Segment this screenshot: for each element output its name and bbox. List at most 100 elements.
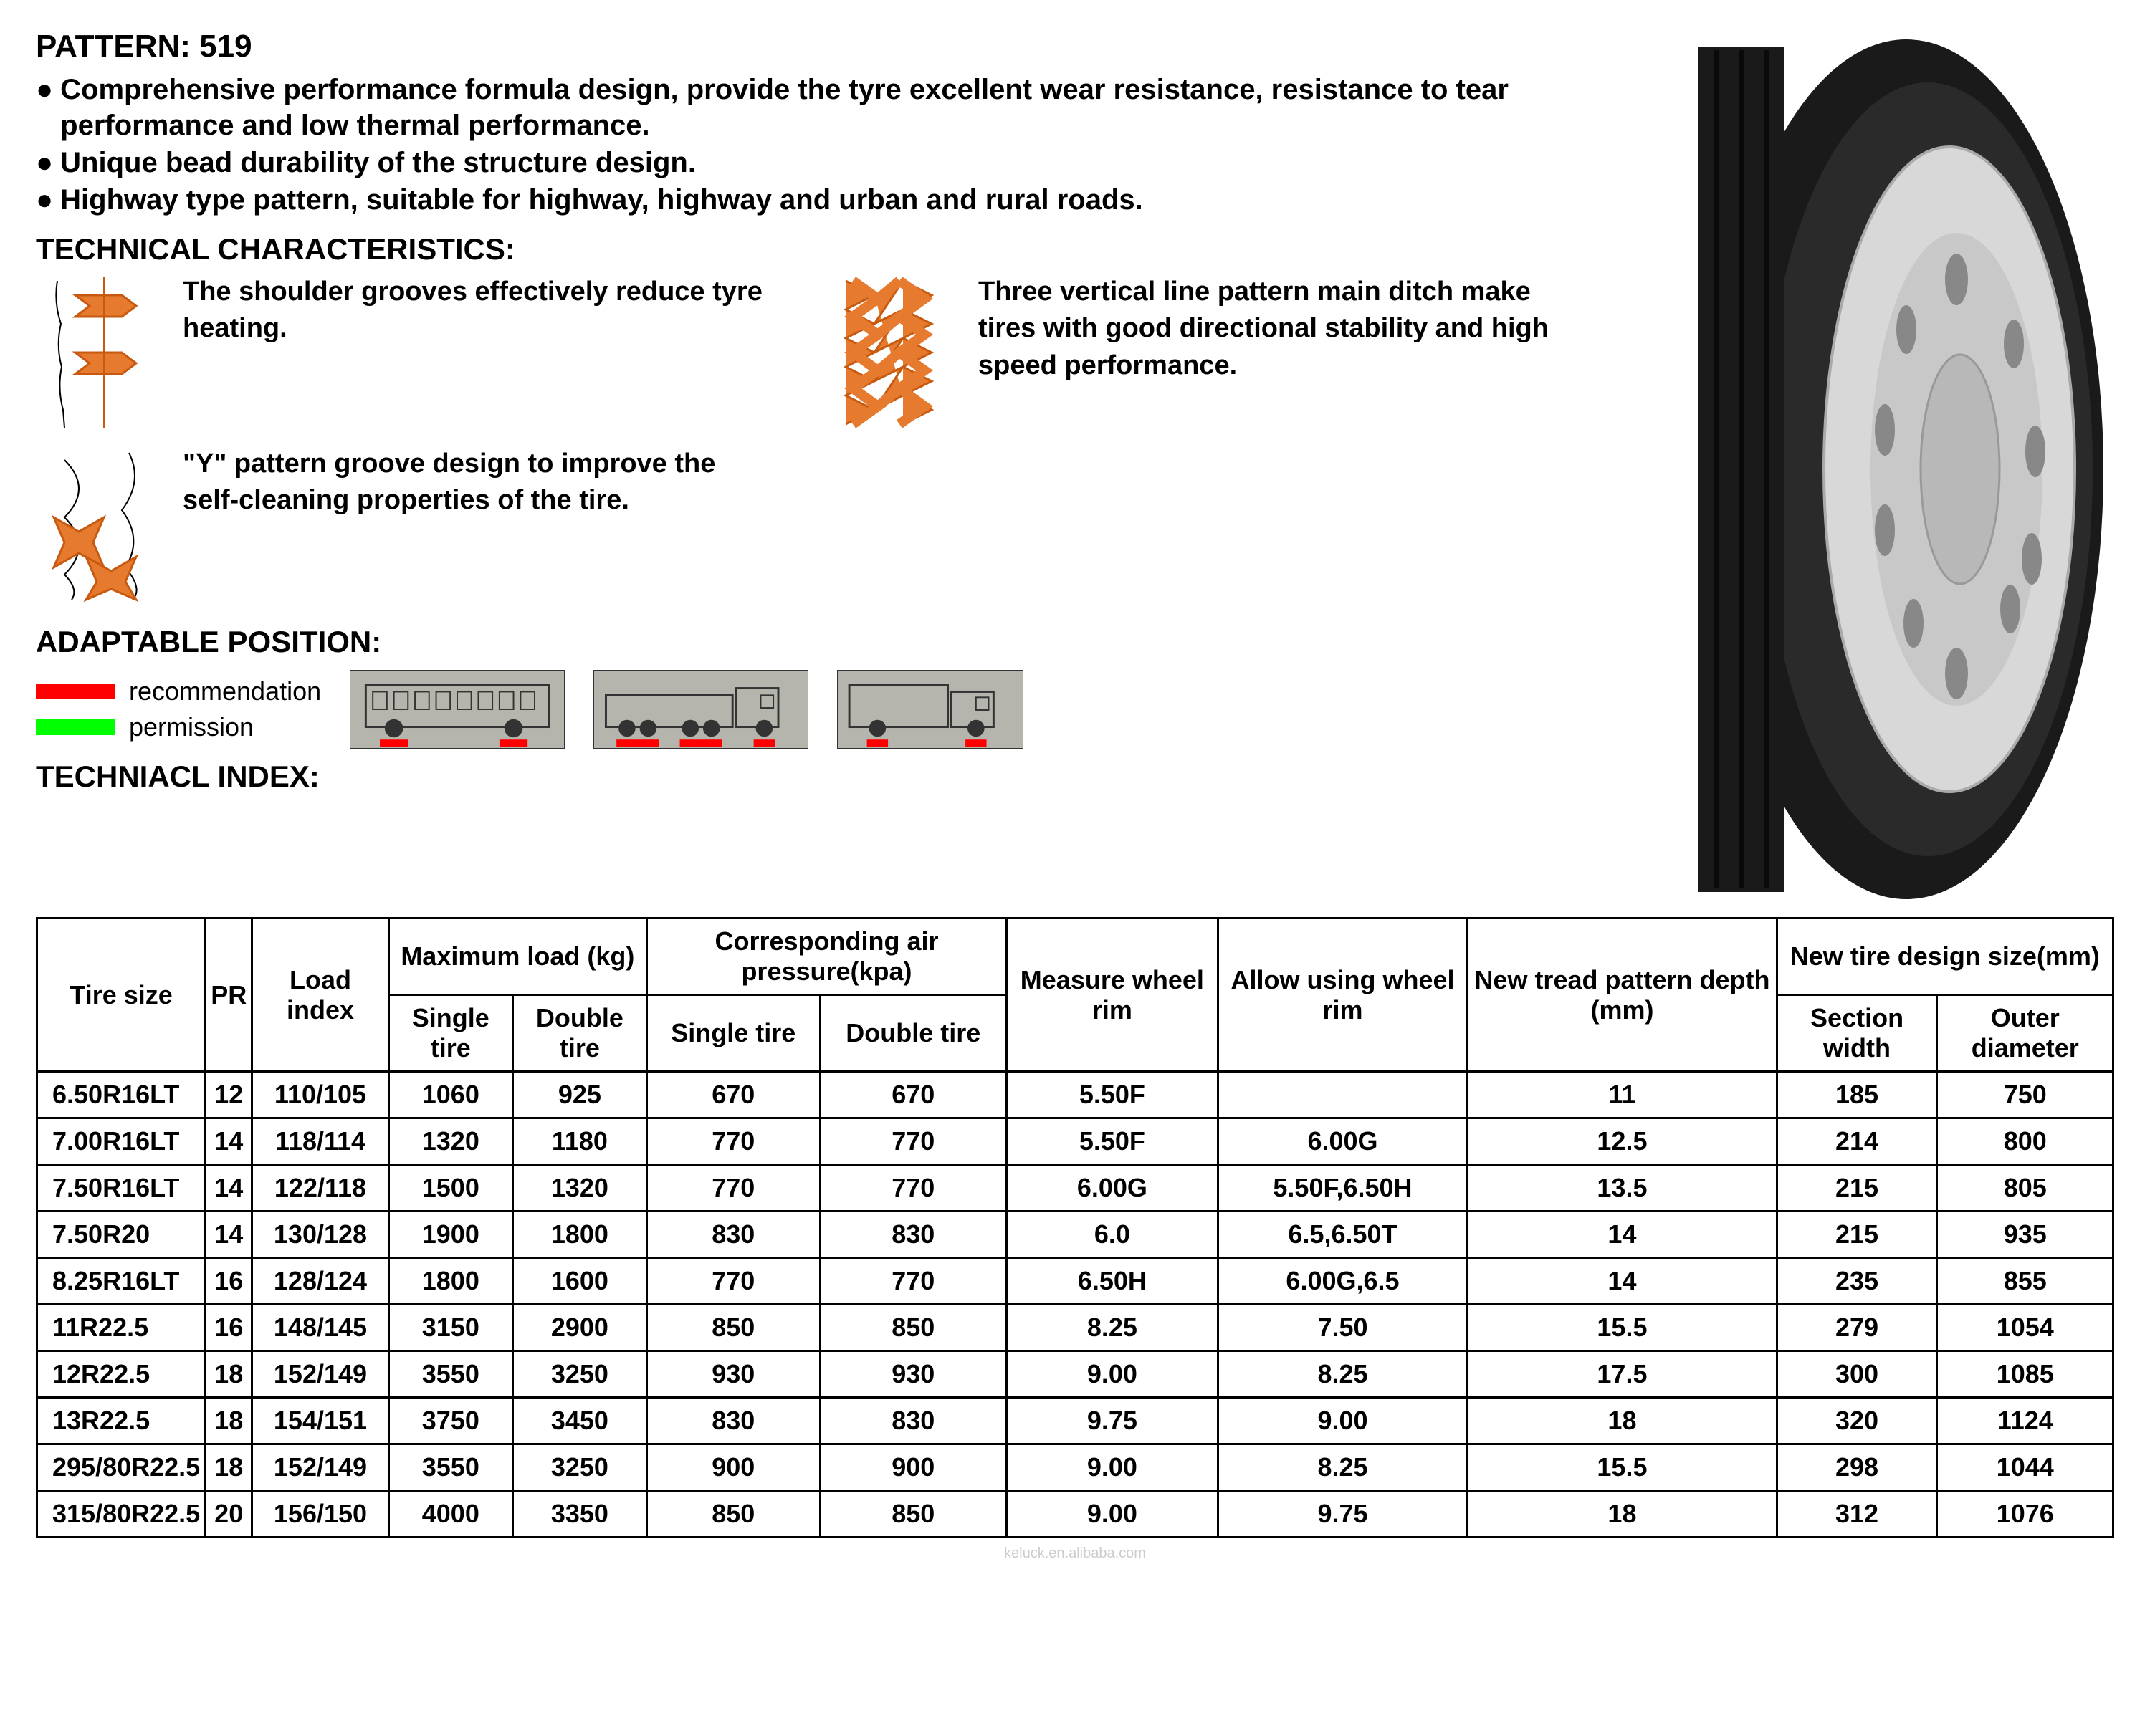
col-pr: PR xyxy=(206,919,252,1072)
cell-sw: 235 xyxy=(1777,1258,1937,1305)
cell-measure_rim: 6.50H xyxy=(1007,1258,1218,1305)
cell-load_index: 118/114 xyxy=(252,1118,389,1165)
cell-measure_rim: 6.00G xyxy=(1007,1165,1218,1212)
bullet-text: Comprehensive performance formula design… xyxy=(60,72,1584,143)
cell-allow_rim: 6.5,6.50T xyxy=(1218,1212,1468,1258)
tech-index-heading: TECHNIACL INDEX: xyxy=(36,759,1584,794)
tech-char-text: The shoulder grooves effectively reduce … xyxy=(183,274,788,347)
cell-ml_double: 925 xyxy=(512,1072,646,1118)
cell-tread: 15.5 xyxy=(1468,1305,1777,1351)
cell-tread: 18 xyxy=(1468,1491,1777,1538)
legend-permission: permission xyxy=(36,712,321,742)
cell-ml_double: 3450 xyxy=(512,1398,646,1444)
tech-char-y-pattern: "Y" pattern groove design to improve the… xyxy=(36,446,779,603)
col-tread-depth: New tread pattern depth (mm) xyxy=(1468,919,1777,1072)
cell-allow_rim: 9.75 xyxy=(1218,1491,1468,1538)
cell-load_index: 152/149 xyxy=(252,1444,389,1491)
table-row: 315/80R22.520156/150400033508508509.009.… xyxy=(37,1491,2113,1538)
cell-ml_single: 3750 xyxy=(388,1398,512,1444)
cell-sw: 215 xyxy=(1777,1212,1937,1258)
tech-char-text: Three vertical line pattern main ditch m… xyxy=(978,274,1584,384)
legend-recommendation: recommendation xyxy=(36,676,321,706)
table-row: 13R22.518154/151375034508308309.759.0018… xyxy=(37,1398,2113,1444)
cell-allow_rim: 6.00G,6.5 xyxy=(1218,1258,1468,1305)
cell-od: 1076 xyxy=(1937,1491,2113,1538)
cell-measure_rim: 9.00 xyxy=(1007,1351,1218,1398)
cell-ml_double: 1800 xyxy=(512,1212,646,1258)
cell-tread: 14 xyxy=(1468,1212,1777,1258)
col-max-load: Maximum load (kg) xyxy=(388,919,646,995)
cell-size: 12R22.5 xyxy=(37,1351,206,1398)
cell-allow_rim xyxy=(1218,1072,1468,1118)
cell-pr: 14 xyxy=(206,1118,252,1165)
col-air-pressure: Corresponding air pressure(kpa) xyxy=(646,919,1006,995)
cell-load_index: 148/145 xyxy=(252,1305,389,1351)
cell-measure_rim: 6.0 xyxy=(1007,1212,1218,1258)
cell-load_index: 110/105 xyxy=(252,1072,389,1118)
table-row: 11R22.516148/145315029008508508.257.5015… xyxy=(37,1305,2113,1351)
cell-measure_rim: 5.50F xyxy=(1007,1118,1218,1165)
cell-ml_single: 3550 xyxy=(388,1444,512,1491)
cell-ap_single: 930 xyxy=(646,1351,820,1398)
cell-ap_single: 770 xyxy=(646,1118,820,1165)
col-outer-diameter: Outer diameter xyxy=(1937,995,2113,1072)
tech-char-row-2: "Y" pattern groove design to improve the… xyxy=(36,446,1584,603)
cell-sw: 214 xyxy=(1777,1118,1937,1165)
cell-measure_rim: 9.75 xyxy=(1007,1398,1218,1444)
bullet-item: ●Unique bead durability of the structure… xyxy=(36,145,1584,181)
table-row: 295/80R22.518152/149355032509009009.008.… xyxy=(37,1444,2113,1491)
cell-allow_rim: 6.00G xyxy=(1218,1118,1468,1165)
bullet-text: Unique bead durability of the structure … xyxy=(60,145,696,181)
cell-sw: 298 xyxy=(1777,1444,1937,1491)
cell-ml_double: 1320 xyxy=(512,1165,646,1212)
cell-ml_single: 3550 xyxy=(388,1351,512,1398)
cell-ap_double: 770 xyxy=(820,1118,1007,1165)
tech-char-text: "Y" pattern groove design to improve the… xyxy=(183,446,779,519)
table-header: Tire size PR Load index Maximum load (kg… xyxy=(37,919,2113,1072)
cell-ap_single: 830 xyxy=(646,1212,820,1258)
cell-ap_double: 850 xyxy=(820,1305,1007,1351)
cell-od: 1044 xyxy=(1937,1444,2113,1491)
cell-od: 855 xyxy=(1937,1258,2113,1305)
watermark: keluck.en.alibaba.com xyxy=(36,1545,2114,1562)
cell-measure_rim: 9.00 xyxy=(1007,1491,1218,1538)
cell-measure_rim: 8.25 xyxy=(1007,1305,1218,1351)
table-body: 6.50R16LT12110/10510609256706705.50F1118… xyxy=(37,1072,2113,1538)
cell-ml_double: 3350 xyxy=(512,1491,646,1538)
cell-ap_single: 770 xyxy=(646,1165,820,1212)
bullet-item: ●Comprehensive performance formula desig… xyxy=(36,72,1584,143)
cell-tread: 18 xyxy=(1468,1398,1777,1444)
tech-char-vertical: Three vertical line pattern main ditch m… xyxy=(831,274,1584,431)
cell-allow_rim: 9.00 xyxy=(1218,1398,1468,1444)
cell-measure_rim: 5.50F xyxy=(1007,1072,1218,1118)
cell-ml_single: 1320 xyxy=(388,1118,512,1165)
cell-ml_single: 1060 xyxy=(388,1072,512,1118)
cell-size: 8.25R16LT xyxy=(37,1258,206,1305)
cell-size: 295/80R22.5 xyxy=(37,1444,206,1491)
legend-label: recommendation xyxy=(129,676,321,706)
cell-ap_double: 770 xyxy=(820,1258,1007,1305)
table-row: 7.00R16LT14118/114132011807707705.50F6.0… xyxy=(37,1118,2113,1165)
cell-ml_single: 1500 xyxy=(388,1165,512,1212)
cell-sw: 279 xyxy=(1777,1305,1937,1351)
cell-pr: 14 xyxy=(206,1212,252,1258)
bullet-list: ●Comprehensive performance formula desig… xyxy=(36,72,1584,218)
cell-size: 6.50R16LT xyxy=(37,1072,206,1118)
cell-allow_rim: 8.25 xyxy=(1218,1444,1468,1491)
cell-ap_single: 830 xyxy=(646,1398,820,1444)
bullet-text: Highway type pattern, suitable for highw… xyxy=(60,182,1143,218)
cell-ap_single: 900 xyxy=(646,1444,820,1491)
cell-tread: 13.5 xyxy=(1468,1165,1777,1212)
col-ap-single: Single tire xyxy=(646,995,820,1072)
cell-ml_single: 1800 xyxy=(388,1258,512,1305)
adaptable-heading: ADAPTABLE POSITION: xyxy=(36,625,1584,659)
cell-size: 315/80R22.5 xyxy=(37,1491,206,1538)
cell-tread: 14 xyxy=(1468,1258,1777,1305)
col-tire-size: Tire size xyxy=(37,919,206,1072)
cell-tread: 15.5 xyxy=(1468,1444,1777,1491)
cell-pr: 14 xyxy=(206,1165,252,1212)
cell-load_index: 152/149 xyxy=(252,1351,389,1398)
semi-truck-icon xyxy=(593,670,808,749)
col-measure-rim: Measure wheel rim xyxy=(1007,919,1218,1072)
cell-od: 1124 xyxy=(1937,1398,2113,1444)
